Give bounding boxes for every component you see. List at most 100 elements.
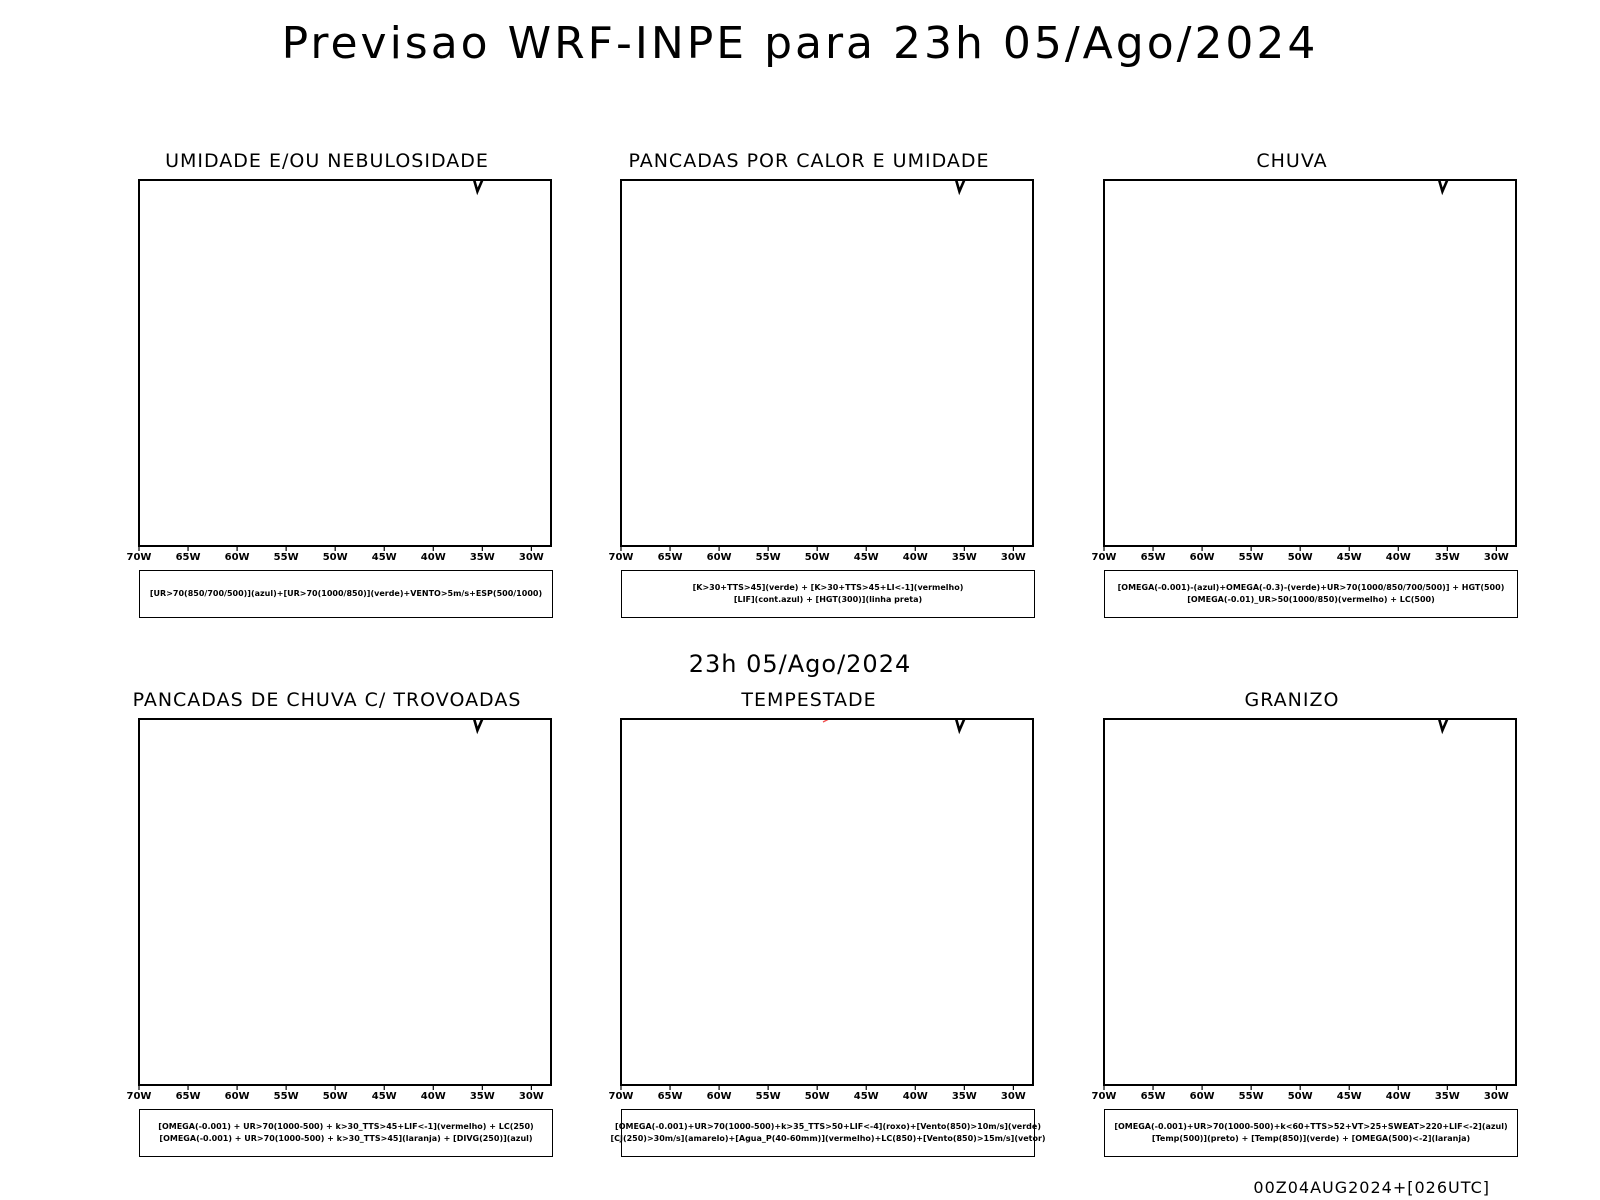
legend-line: [K>30+TTS>45](verde) + [K>30+TTS>45+LI<-… xyxy=(692,583,964,592)
panel-legend: [OMEGA(-0.001)-(azul)+OMEGA(-0.3)-(verde… xyxy=(1104,570,1518,618)
lon-tick-label: 50W xyxy=(323,552,348,563)
lon-tick-label: 40W xyxy=(903,1091,928,1102)
legend-line: [OMEGA(-0.01)_UR>50(1000/850)(vermelho) … xyxy=(1187,595,1435,604)
lon-tick-label: 60W xyxy=(225,552,250,563)
lon-tick-label: 35W xyxy=(470,1091,495,1102)
lon-tick-label: 30W xyxy=(1001,552,1026,563)
panel-title: UMIDADE E/OU NEBULOSIDADE xyxy=(165,150,489,172)
lon-tick-label: 40W xyxy=(421,1091,446,1102)
map-frame xyxy=(138,718,552,1086)
legend-line: [Temp(500)](preto) + [Temp(850)](verde) … xyxy=(1151,1134,1471,1143)
lon-tick-label: 65W xyxy=(658,1091,683,1102)
lon-tick-label: 55W xyxy=(274,1091,299,1102)
lon-tick-label: 40W xyxy=(903,552,928,563)
lon-tick-label: 55W xyxy=(1239,1091,1264,1102)
panel-legend: [K>30+TTS>45](verde) + [K>30+TTS>45+LI<-… xyxy=(621,570,1035,618)
legend-line: [UR>70(850/700/500)](azul)+[UR>70(1000/8… xyxy=(149,589,543,598)
lon-tick-label: 50W xyxy=(805,552,830,563)
legend-line: [LIF](cont.azul) + [HGT(300)](linha pret… xyxy=(733,595,923,604)
lon-tick-label: 55W xyxy=(756,552,781,563)
lon-tick-label: 45W xyxy=(372,552,397,563)
panel-legend: [OMEGA(-0.001)+UR>70(1000-500)+k>35_TTS>… xyxy=(610,1109,1046,1157)
panel-legend: [OMEGA(-0.001) + UR>70(1000-500) + k>30_… xyxy=(139,1109,553,1157)
lon-tick-label: 50W xyxy=(1288,1091,1313,1102)
map-chuva: 5855855855795795765735705675645735615585… xyxy=(1092,179,1517,563)
lon-tick-label: 30W xyxy=(1484,552,1509,563)
map-frame xyxy=(138,179,552,547)
legend-line: [OMEGA(-0.001)-(azul)+OMEGA(-0.3)-(verde… xyxy=(1117,583,1505,592)
lon-tick-label: 30W xyxy=(1001,1091,1026,1102)
map-trovoadas: 12S15S18S21S24S27S30S33S36S39S42S70W65W6… xyxy=(127,718,552,1102)
lon-tick-label: 65W xyxy=(1141,552,1166,563)
streamline-arrow xyxy=(822,719,831,723)
lon-tick-label: 70W xyxy=(609,552,634,563)
lon-tick-label: 60W xyxy=(225,1091,250,1102)
legend-line: [CJ(250)>30m/s](amarelo)+[Agua_P(40-60mm… xyxy=(610,1134,1046,1143)
run-timestamp: 00Z04AUG2024+[026UTC] xyxy=(1253,1178,1490,1197)
panel-title: PANCADAS POR CALOR E UMIDADE xyxy=(628,150,990,172)
lon-tick-label: 55W xyxy=(756,1091,781,1102)
lon-tick-label: 45W xyxy=(854,552,879,563)
map-frame xyxy=(1103,718,1517,1086)
lon-tick-label: 55W xyxy=(274,552,299,563)
lon-tick-label: 40W xyxy=(1386,552,1411,563)
lon-tick-label: 55W xyxy=(1239,552,1264,563)
lon-tick-label: 45W xyxy=(1337,1091,1362,1102)
lon-tick-label: 65W xyxy=(176,1091,201,1102)
panel-title: CHUVA xyxy=(1256,150,1328,172)
map-umidade: 1016101210161020102010121016102010201016… xyxy=(127,179,552,563)
lon-tick-label: 70W xyxy=(127,1091,152,1102)
panel-legend: [UR>70(850/700/500)](azul)+[UR>70(1000/8… xyxy=(139,570,553,618)
lon-tick-label: 60W xyxy=(1190,552,1215,563)
lon-tick-label: 50W xyxy=(805,1091,830,1102)
lon-tick-label: 30W xyxy=(519,552,544,563)
forecast-time-label: 23h 05/Ago/2024 xyxy=(688,650,912,678)
legend-line: [OMEGA(-0.001)+UR>70(1000-500)+k>35_TTS>… xyxy=(615,1122,1041,1131)
lon-tick-label: 35W xyxy=(952,552,977,563)
map-pancadas-calor: 9600960096009600960095209440952093609280… xyxy=(609,179,1034,563)
legend-line: [OMEGA(-0.001) + UR>70(1000-500) + k>30_… xyxy=(159,1134,533,1143)
lon-tick-label: 70W xyxy=(127,552,152,563)
lon-tick-label: 70W xyxy=(609,1091,634,1102)
lon-tick-label: 35W xyxy=(1435,1091,1460,1102)
lon-tick-label: 30W xyxy=(1484,1091,1509,1102)
lon-tick-label: 70W xyxy=(1092,1091,1117,1102)
lon-tick-label: 60W xyxy=(1190,1091,1215,1102)
map-frame xyxy=(620,179,1034,547)
panel-title: TEMPESTADE xyxy=(741,689,877,711)
lon-tick-label: 35W xyxy=(470,552,495,563)
map-frame xyxy=(620,718,1034,1086)
lon-tick-label: 35W xyxy=(1435,552,1460,563)
lon-tick-label: 50W xyxy=(323,1091,348,1102)
lon-tick-label: 65W xyxy=(176,552,201,563)
lon-tick-label: 45W xyxy=(1337,552,1362,563)
panel-chuva: CHUVA 5855855855795795765735705675645735… xyxy=(1062,150,1522,630)
map-tempestade: 4012S15S18S21S24S27S30S33S36S39S42S70W65… xyxy=(609,718,1034,1102)
lon-tick-label: 40W xyxy=(1386,1091,1411,1102)
lon-tick-label: 45W xyxy=(372,1091,397,1102)
panel-trovoadas: PANCADAS DE CHUVA C/ TROVOADAS 12S15S18S… xyxy=(97,689,557,1169)
lon-tick-label: 35W xyxy=(952,1091,977,1102)
map-granizo: -12-12-12-12-15-15-21-21-24-18-12-6-12-1… xyxy=(1092,718,1517,1102)
map-layer: 40 xyxy=(660,719,966,735)
lon-tick-label: 60W xyxy=(707,552,732,563)
panel-title: PANCADAS DE CHUVA C/ TROVOADAS xyxy=(132,689,522,711)
legend-line: [OMEGA(-0.001) + UR>70(1000-500) + k>30_… xyxy=(158,1122,534,1131)
lon-tick-label: 50W xyxy=(1288,552,1313,563)
lon-tick-label: 30W xyxy=(519,1091,544,1102)
page-title: Previsao WRF-INPE para 23h 05/Ago/2024 xyxy=(281,18,1319,69)
panel-legend: [OMEGA(-0.001)+UR>70(1000-500)+k<60+TTS>… xyxy=(1104,1109,1518,1157)
lon-tick-label: 65W xyxy=(658,552,683,563)
lon-tick-label: 45W xyxy=(854,1091,879,1102)
legend-line: [OMEGA(-0.001)+UR>70(1000-500)+k<60+TTS>… xyxy=(1114,1122,1508,1131)
panel-tempestade: TEMPESTADE 4012S15S18S21S24S27S30S33S36S… xyxy=(579,689,1046,1169)
lon-tick-label: 70W xyxy=(1092,552,1117,563)
panel-title: GRANIZO xyxy=(1244,689,1340,711)
panel-umidade: UMIDADE E/OU NEBULOSIDADE 10161012101610… xyxy=(97,150,557,630)
panel-granizo: GRANIZO -12-12-12-12-15-15-21-21-24-18-1… xyxy=(1062,689,1522,1169)
lon-tick-label: 40W xyxy=(421,552,446,563)
lon-tick-label: 60W xyxy=(707,1091,732,1102)
panel-pancadas-calor: PANCADAS POR CALOR E UMIDADE 96009600960… xyxy=(579,150,1039,630)
map-frame xyxy=(1103,179,1517,547)
lon-tick-label: 65W xyxy=(1141,1091,1166,1102)
